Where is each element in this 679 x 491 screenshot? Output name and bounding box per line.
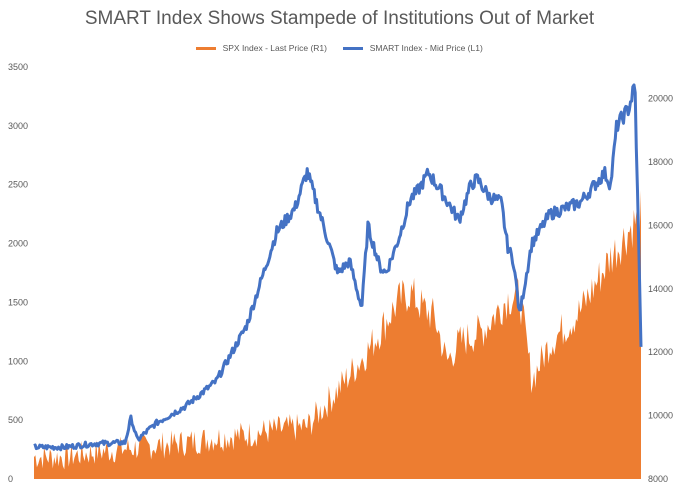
left-axis-tick-label: 2000 — [8, 239, 28, 249]
left-axis-tick-label: 3500 — [8, 62, 28, 72]
legend-item-spx: SPX Index - Last Price (R1) — [196, 43, 327, 53]
right-axis-tick-label: 8000 — [648, 474, 668, 484]
left-axis-tick-label: 500 — [8, 415, 23, 425]
right-axis-tick-label: 10000 — [648, 411, 673, 421]
legend-label-spx: SPX Index - Last Price (R1) — [222, 43, 327, 53]
legend-label-smart: SMART Index - Mid Price (L1) — [369, 43, 483, 53]
spx-area — [34, 190, 641, 480]
legend: SPX Index - Last Price (R1) SMART Index … — [0, 43, 679, 53]
legend-swatch-smart — [343, 47, 364, 51]
left-axis-tick-label: 1500 — [8, 297, 28, 307]
right-axis-tick-label: 12000 — [648, 347, 673, 357]
right-axis-tick-label: 16000 — [648, 220, 673, 230]
left-axis-tick-label: 0 — [8, 474, 13, 484]
right-axis-tick-label: 20000 — [648, 94, 673, 104]
legend-swatch-spx — [196, 47, 217, 51]
left-axis-tick-label: 1000 — [8, 356, 28, 366]
chart-title: SMART Index Shows Stampede of Institutio… — [84, 8, 595, 29]
right-axis-tick-label: 18000 — [648, 157, 673, 167]
legend-item-smart: SMART Index - Mid Price (L1) — [343, 43, 483, 53]
left-axis-tick-label: 2500 — [8, 180, 28, 190]
smart-line — [33, 83, 643, 452]
left-axis-tick-label: 3000 — [8, 121, 28, 131]
right-axis-tick-label: 14000 — [648, 284, 673, 294]
